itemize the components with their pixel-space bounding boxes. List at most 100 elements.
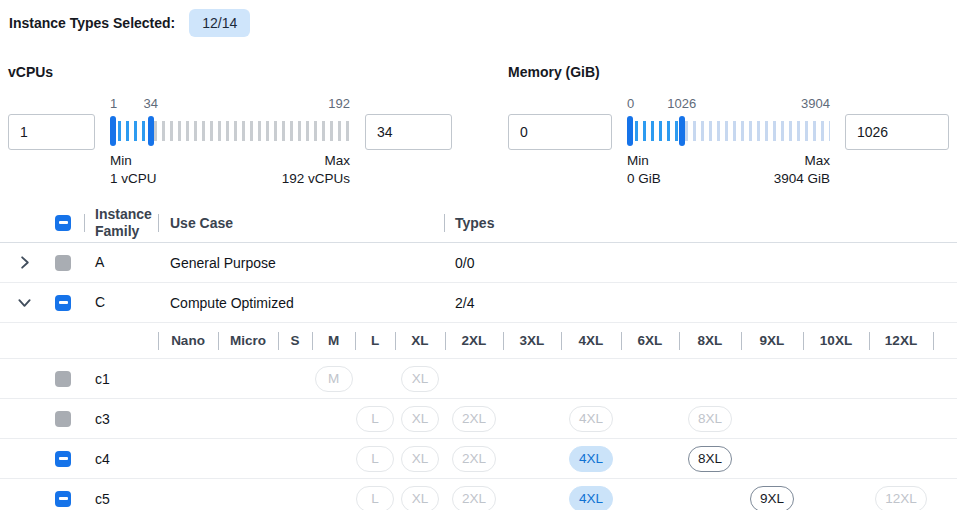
vcpus-filter-group: vCPUs 1 34 192 Min 1 vCPU [8,64,452,188]
vcpus-max-input[interactable] [365,114,452,150]
instance-row-c4: c4 L XL 2XL 4XL 8XL [0,439,957,479]
memory-min-detail: 0 GiB [627,170,661,188]
memory-active-ticks [627,121,682,141]
vcpus-active-ticks [110,121,151,141]
memory-slider-handle-max[interactable] [679,116,685,146]
size-column-l: L [355,323,395,358]
family-name: C [84,294,158,311]
vcpus-max-caption: Max [282,152,350,170]
size-pill-4xl-selected[interactable]: 4XL [569,446,613,472]
size-pill-8xl[interactable]: 8XL [688,446,732,472]
size-column-filler [933,323,957,358]
c5-checkbox[interactable] [55,491,71,507]
family-name: A [84,254,158,271]
size-pill-4xl: 4XL [569,406,613,432]
size-column-nano: Nano [158,323,218,358]
size-column-micro: Micro [218,323,278,358]
topbar: Instance Types Selected: 12/14 [0,0,957,37]
memory-slider-track[interactable] [627,116,830,146]
vcpus-scale-min-label: 1 [110,96,117,111]
memory-scale-current-label: 1026 [667,96,696,111]
size-column-xl: XL [395,323,445,358]
indeterminate-minus-icon [59,497,68,500]
family-types-count: 0/0 [444,255,957,271]
instance-name: c1 [84,371,158,387]
size-pill-2xl: 2XL [452,446,496,472]
family-use-case: General Purpose [158,255,444,271]
vcpus-min-detail: 1 vCPU [110,170,157,188]
size-column-9xl: 9XL [741,323,803,358]
size-column-m: M [312,323,355,358]
size-pill-m: M [315,366,353,392]
expand-chevron-right-icon[interactable] [17,255,32,270]
filters-section: vCPUs 1 34 192 Min 1 vCPU [0,64,957,188]
size-column-6xl: 6XL [621,323,679,358]
size-pill-4xl-selected[interactable]: 4XL [569,486,613,510]
size-pill-xl: XL [401,366,439,392]
size-column-s: S [278,323,312,358]
memory-slider-handle-min[interactable] [627,116,633,146]
family-types-count: 2/4 [444,295,957,311]
c4-checkbox[interactable] [55,451,71,467]
instance-name: c5 [84,491,158,507]
family-row-a: A General Purpose 0/0 [0,243,957,283]
vcpus-slider-track[interactable] [110,116,350,146]
memory-max-input[interactable] [845,114,949,150]
instance-name: c3 [84,411,158,427]
indeterminate-minus-icon [59,301,68,304]
vcpus-slider: 1 34 192 Min 1 vCPU Max [110,96,350,188]
memory-min-input[interactable] [508,114,612,150]
size-pill-8xl: 8XL [688,406,732,432]
size-pill-12xl: 12XL [875,486,927,510]
table-header-row: Instance Family Use Case Types [0,203,957,243]
vcpus-min-caption: Min [110,152,157,170]
size-column-2xl: 2XL [445,323,503,358]
instance-row-c3: c3 L XL 2XL 4XL 8XL [0,399,957,439]
memory-inactive-ticks [685,121,830,141]
instance-family-table: Instance Family Use Case Types A General… [0,203,957,510]
size-pill-l: L [356,406,394,432]
collapse-chevron-down-icon[interactable] [17,295,32,310]
instance-row-c5: c5 L XL 2XL 4XL 9XL 12XL [0,479,957,510]
vcpus-label: vCPUs [8,64,452,80]
size-pill-9xl[interactable]: 9XL [750,486,794,510]
size-pill-2xl: 2XL [452,406,496,432]
selected-count-badge: 12/14 [189,9,250,37]
vcpus-slider-handle-max[interactable] [148,116,154,146]
memory-label: Memory (GiB) [508,64,949,80]
vcpus-slider-handle-min[interactable] [110,116,116,146]
size-subheader-row: Nano Micro S M L XL 2XL 3XL 4XL 6XL 8XL … [0,323,957,359]
column-header-types: Types [444,215,957,231]
indeterminate-minus-icon [59,457,68,460]
vcpus-scale-max-label: 192 [328,96,350,111]
c3-checkbox [55,411,71,427]
size-pill-xl: XL [401,486,439,510]
vcpus-inactive-ticks [154,121,350,141]
size-pill-2xl: 2XL [452,486,496,510]
family-a-checkbox [55,255,71,271]
memory-slider: 0 1026 3904 Min 0 GiB Max [627,96,830,188]
vcpus-min-input[interactable] [8,114,95,150]
size-column-8xl: 8XL [679,323,741,358]
memory-max-caption: Max [774,152,830,170]
instance-name: c4 [84,451,158,467]
size-column-4xl: 4XL [561,323,621,358]
instance-types-selected-label: Instance Types Selected: [9,15,175,31]
family-row-c: C Compute Optimized 2/4 [0,283,957,323]
size-column-12xl: 12XL [869,323,933,358]
size-column-10xl: 10XL [803,323,869,358]
size-pill-xl: XL [401,446,439,472]
vcpus-scale-current-label: 34 [144,96,158,111]
instance-row-c1: c1 M XL [0,359,957,399]
memory-scale-max-label: 3904 [801,96,830,111]
family-c-checkbox[interactable] [55,295,71,311]
family-use-case: Compute Optimized [158,295,444,311]
select-all-checkbox[interactable] [55,215,71,231]
memory-filter-group: Memory (GiB) 0 1026 3904 Min [508,64,949,188]
size-pill-l: L [356,486,394,510]
column-header-instance-family: Instance Family [84,206,158,240]
c1-checkbox [55,371,71,387]
size-column-3xl: 3XL [503,323,561,358]
memory-scale-min-label: 0 [627,96,634,111]
indeterminate-minus-icon [59,221,68,224]
